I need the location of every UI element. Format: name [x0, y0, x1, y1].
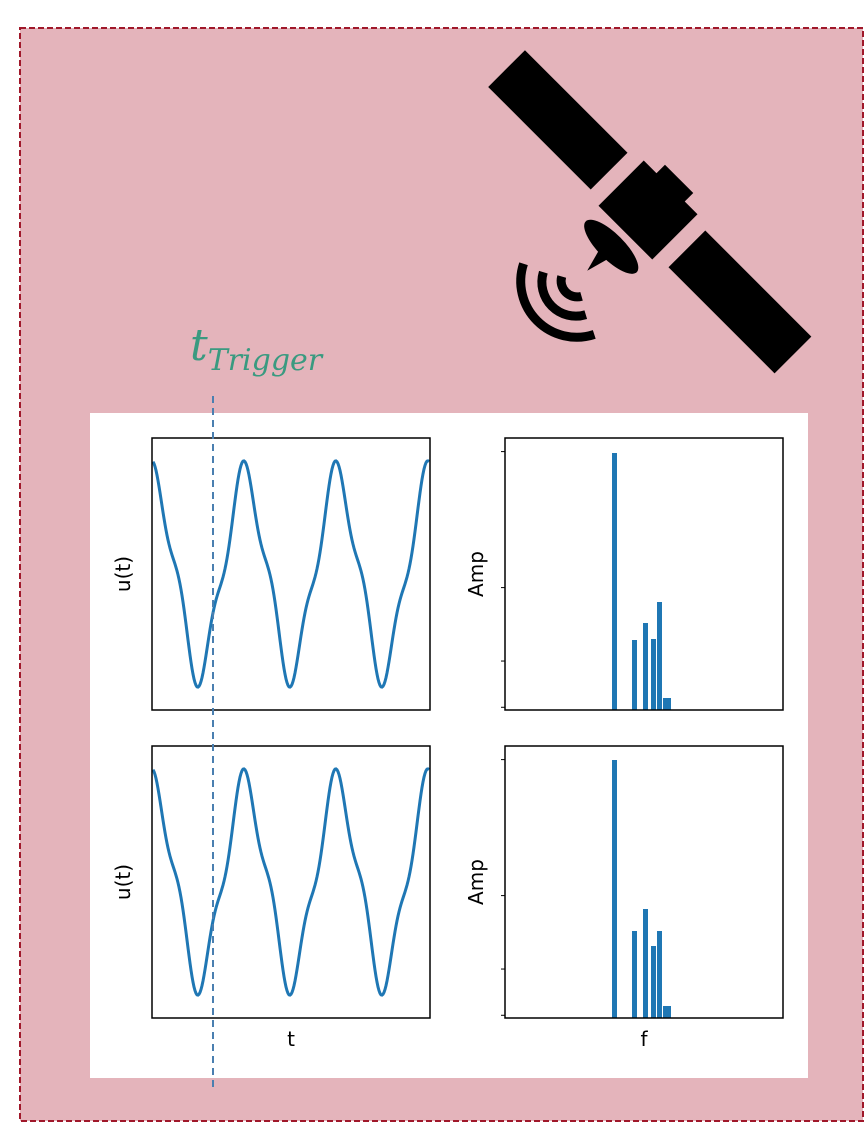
spectrum-bar [663, 698, 671, 710]
y-axis-label: u(t) [111, 864, 135, 900]
trigger-sub: Trigger [208, 343, 324, 378]
y-axis-label: Amp [464, 859, 488, 905]
spectrum-bar [612, 453, 617, 710]
spectrum-bar [651, 946, 656, 1018]
y-axis-label: u(t) [111, 556, 135, 592]
spectrum-bar [657, 602, 662, 710]
y-axis-label: Amp [464, 551, 488, 597]
spectrum-bar [632, 640, 637, 710]
x-axis-label: t [287, 1027, 295, 1051]
x-axis-label: f [640, 1027, 648, 1051]
spectrum-bar [632, 931, 637, 1018]
spectrum-bar [643, 623, 648, 710]
spectrum-bar [657, 931, 662, 1018]
spectrum-bar [612, 760, 617, 1018]
figure: tTrigger u(t)Ampu(t)tAmpf [0, 0, 867, 1124]
trigger-main: t [190, 320, 208, 371]
spectrum-bar [643, 909, 648, 1018]
spectrum-bar [651, 639, 656, 710]
spectrum-bar [663, 1006, 671, 1018]
